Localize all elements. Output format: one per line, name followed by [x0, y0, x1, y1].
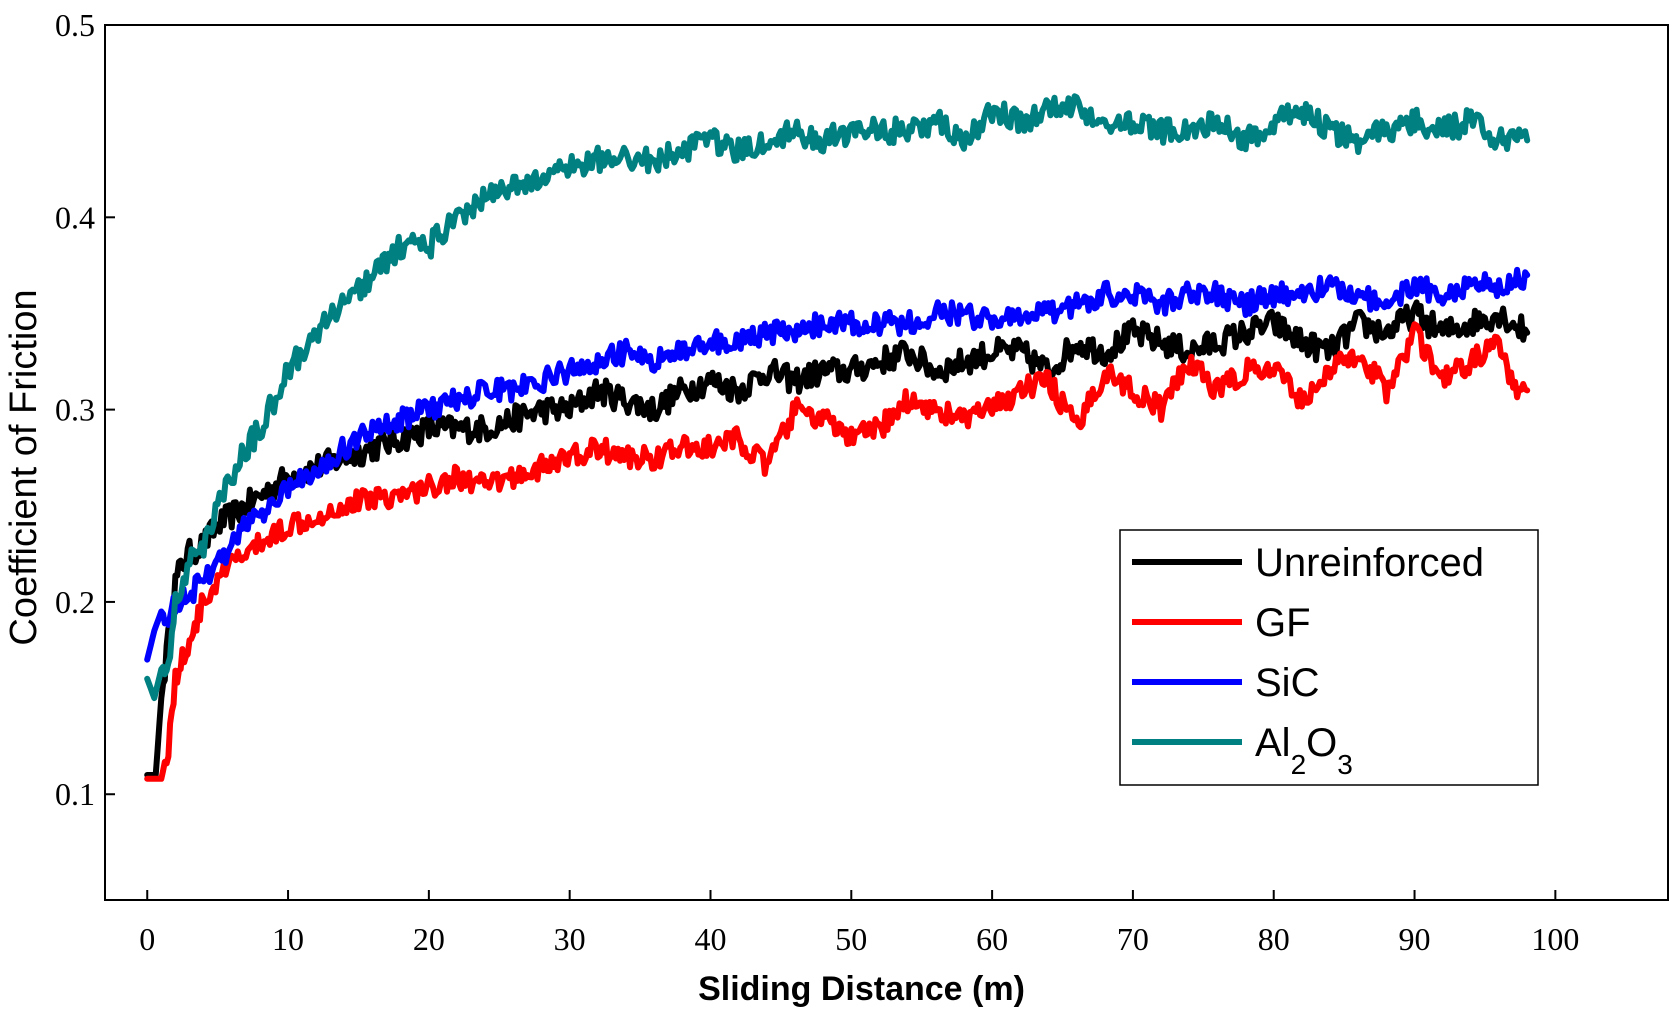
x-tick-label: 40	[694, 921, 726, 957]
x-tick-label: 50	[835, 921, 867, 957]
x-tick-label: 70	[1117, 921, 1149, 957]
y-tick-label: 0.4	[55, 199, 95, 235]
legend: Unreinforced GF SiC Al2O3	[1119, 529, 1539, 786]
x-tick-label: 30	[554, 921, 586, 957]
series-line-al2o3	[144, 93, 1531, 702]
x-tick-label: 20	[413, 921, 445, 957]
legend-label: SiC	[1255, 661, 1319, 705]
series-line-unreinforced	[144, 299, 1531, 778]
legend-label-part: Al	[1255, 721, 1291, 765]
x-tick-label: 10	[272, 921, 304, 957]
series-line-sic	[144, 266, 1531, 663]
x-tick-label: 80	[1258, 921, 1290, 957]
x-tick-label: 90	[1399, 921, 1431, 957]
y-axis-label: Coefficient of Friction	[3, 289, 45, 645]
plot-frame	[104, 24, 1669, 901]
legend-label-part: 3	[1337, 749, 1353, 780]
legend-label: GF	[1255, 601, 1311, 645]
y-tick-label: 0.5	[55, 7, 95, 43]
x-tick-label: 60	[976, 921, 1008, 957]
x-axis-label: Sliding Distance (m)	[698, 970, 1025, 1008]
legend-label-part: O	[1306, 721, 1337, 765]
series-line-gf	[144, 321, 1531, 782]
x-tick-label: 100	[1531, 921, 1579, 957]
y-tick-label: 0.2	[55, 584, 95, 620]
x-tick-label: 0	[139, 921, 155, 957]
legend-label: Unreinforced	[1255, 541, 1484, 585]
legend-label: Al2O3	[1255, 721, 1353, 780]
legend-label-part: 2	[1291, 749, 1307, 780]
y-tick-label: 0.3	[55, 392, 95, 428]
plot-layer	[144, 93, 1531, 782]
y-tick-label: 0.1	[55, 776, 95, 812]
axes-layer: 0.1 0.2 0.3 0.4 0.5 0 10 20 30 40 50 60 70 80 90 100 Sli…	[3, 7, 1669, 1008]
